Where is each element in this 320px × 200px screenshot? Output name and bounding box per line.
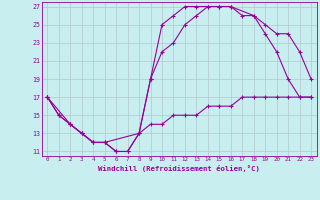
X-axis label: Windchill (Refroidissement éolien,°C): Windchill (Refroidissement éolien,°C) [98,165,260,172]
